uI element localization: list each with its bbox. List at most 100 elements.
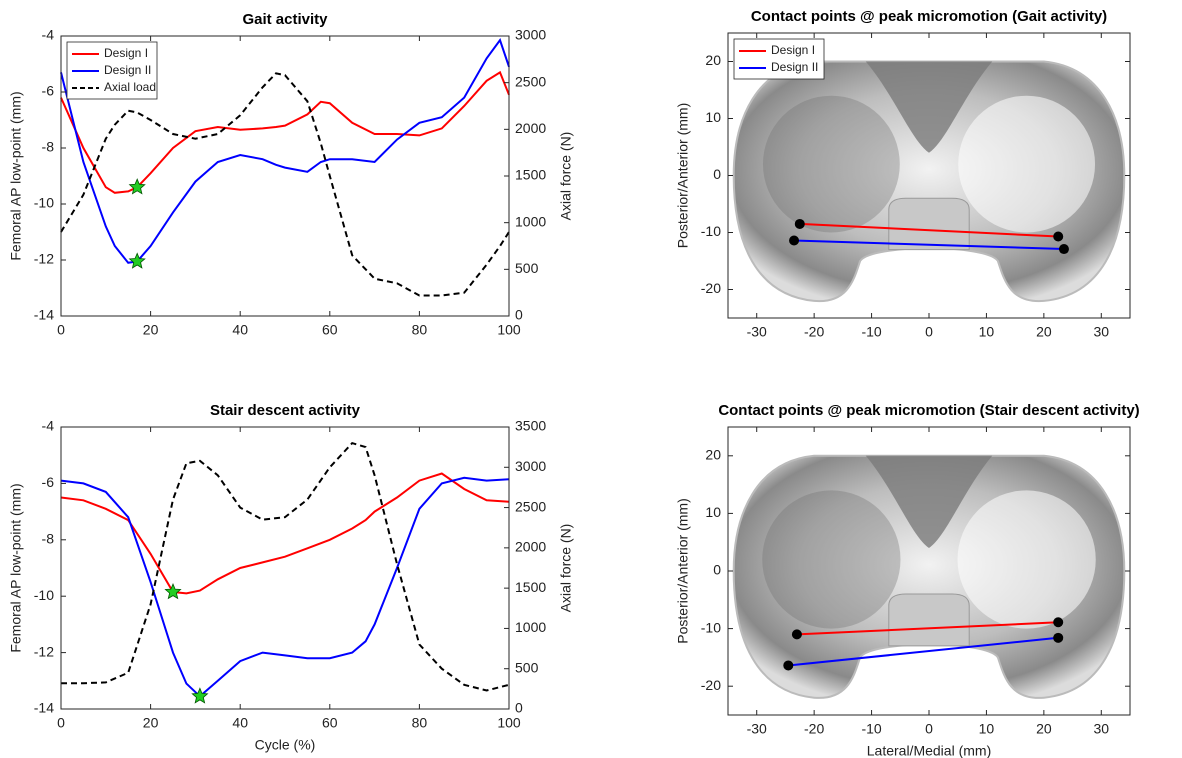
condyle-right bbox=[958, 95, 1096, 233]
y-tick-label: 20 bbox=[705, 52, 721, 68]
y-tick-label: -6 bbox=[42, 83, 55, 99]
legend: Design I Design II Axial load bbox=[66, 41, 158, 100]
y2-tick-label: 500 bbox=[515, 659, 539, 675]
contact-point bbox=[789, 235, 800, 246]
y-tick-label: -12 bbox=[34, 643, 54, 659]
x-tick-label: 10 bbox=[979, 324, 995, 340]
peak-star bbox=[128, 252, 146, 269]
condyle-left bbox=[762, 490, 901, 629]
y-tick-label: 10 bbox=[705, 504, 721, 520]
x-tick-label: 20 bbox=[143, 715, 159, 731]
series-line bbox=[60, 72, 510, 297]
x-tick-label: -20 bbox=[804, 721, 824, 737]
legend: Design I Design II bbox=[733, 38, 825, 80]
x-tick-label: 60 bbox=[322, 715, 338, 731]
x-tick-label: -10 bbox=[861, 721, 881, 737]
y-tick-label: -14 bbox=[34, 700, 54, 716]
condyle-right bbox=[957, 490, 1096, 629]
chart-title: Gait activity bbox=[242, 11, 328, 28]
x-tick-label: 80 bbox=[412, 322, 428, 338]
subplot: 0 20 40 60 80 100 -14 -12 -10 -8 -6 -4 0 500 1000 1500 2… bbox=[8, 402, 574, 753]
y2-tick-label: 1500 bbox=[515, 579, 546, 595]
x-tick-label: -10 bbox=[861, 324, 881, 340]
y-tick-label: -8 bbox=[42, 139, 55, 155]
y-tick-label: -10 bbox=[34, 587, 54, 603]
x-tick-label: 20 bbox=[1036, 721, 1052, 737]
chart-title: Contact points @ peak micromotion (Stair… bbox=[718, 402, 1139, 419]
y-axis-label: Posterior/Anterior (mm) bbox=[675, 498, 691, 643]
tibia-post bbox=[888, 197, 970, 251]
peak-star bbox=[164, 582, 182, 600]
y2-tick-label: 2500 bbox=[515, 498, 546, 514]
y2-tick-label: 1000 bbox=[515, 619, 546, 635]
y2-tick-label: 2000 bbox=[515, 120, 546, 136]
series-line bbox=[796, 621, 1059, 636]
x-axis-label: Lateral/Medial (mm) bbox=[867, 743, 991, 758]
subplot: 0 20 40 60 80 100 -14 -12 -10 -8 -6 -4 0 500 1000 1500 2… bbox=[8, 11, 574, 338]
series-line bbox=[799, 222, 1059, 238]
series-line bbox=[60, 476, 510, 698]
x-tick-label: 30 bbox=[1093, 721, 1109, 737]
x-tick-label: 0 bbox=[925, 324, 933, 340]
subplot: -30 -20 -10 0 10 20 30 -20 -10 0 10 20 Contact point… bbox=[675, 8, 1131, 340]
y-axis-label: Femoral AP low-point (mm) bbox=[8, 483, 24, 652]
x-tick-label: -30 bbox=[747, 324, 767, 340]
contact-point bbox=[1053, 632, 1064, 643]
y2-tick-label: 1500 bbox=[515, 167, 546, 183]
x-tick-label: 40 bbox=[232, 322, 248, 338]
y-tick-label: -10 bbox=[701, 619, 721, 635]
contact-point bbox=[783, 660, 794, 671]
y2-tick-label: 3000 bbox=[515, 27, 546, 43]
legend-label: Design I bbox=[104, 46, 148, 60]
y-tick-label: -4 bbox=[42, 418, 55, 434]
y2-tick-label: 500 bbox=[515, 260, 539, 276]
x-tick-label: 0 bbox=[57, 322, 65, 338]
x-tick-label: 0 bbox=[57, 715, 65, 731]
x-tick-label: 100 bbox=[497, 715, 521, 731]
x-axis-label: Cycle (%) bbox=[255, 737, 316, 753]
legend-box bbox=[733, 38, 825, 80]
x-tick-label: 60 bbox=[322, 322, 338, 338]
y2-tick-label: 2000 bbox=[515, 539, 546, 555]
series-line bbox=[60, 70, 510, 194]
series-line bbox=[788, 636, 1059, 667]
y2-tick-label: 1000 bbox=[515, 213, 546, 229]
y-axis-label: Femoral AP low-point (mm) bbox=[8, 91, 24, 260]
x-tick-label: 100 bbox=[497, 322, 521, 338]
contact-point bbox=[1053, 231, 1064, 242]
contact-point bbox=[1058, 244, 1069, 255]
y2-axis-label: Axial force (N) bbox=[558, 132, 574, 221]
y2-tick-label: 3000 bbox=[515, 458, 546, 474]
y-tick-label: -20 bbox=[701, 280, 721, 296]
tibia-post bbox=[888, 593, 970, 647]
series-line bbox=[60, 472, 510, 595]
x-tick-label: -20 bbox=[804, 324, 824, 340]
y-tick-label: -10 bbox=[34, 195, 54, 211]
y2-tick-label: 3500 bbox=[515, 418, 546, 434]
series-line bbox=[793, 239, 1065, 250]
x-tick-label: 30 bbox=[1093, 324, 1109, 340]
legend-label: Design II bbox=[104, 63, 151, 77]
contact-point bbox=[791, 629, 802, 640]
condyle-left bbox=[762, 95, 900, 233]
x-tick-label: 20 bbox=[143, 322, 159, 338]
series-line bbox=[60, 38, 510, 264]
contact-point bbox=[1053, 617, 1064, 628]
subplot: -30 -20 -10 0 10 20 30 -20 -10 0 10 20 Contact point… bbox=[675, 402, 1140, 758]
plot-area bbox=[61, 427, 509, 709]
x-tick-label: 80 bbox=[412, 715, 428, 731]
y2-tick-label: 0 bbox=[515, 700, 523, 716]
y2-tick-label: 0 bbox=[515, 307, 523, 323]
y2-tick-label: 2500 bbox=[515, 73, 546, 89]
y-tick-label: -8 bbox=[42, 531, 55, 547]
y-tick-label: -6 bbox=[42, 474, 55, 490]
y-tick-label: -12 bbox=[34, 251, 54, 267]
y-axis-label: Posterior/Anterior (mm) bbox=[675, 103, 691, 248]
series-line bbox=[61, 441, 510, 692]
x-tick-label: 20 bbox=[1036, 324, 1052, 340]
y-tick-label: 0 bbox=[713, 166, 721, 182]
y-tick-label: -14 bbox=[34, 307, 54, 323]
x-tick-label: 0 bbox=[925, 721, 933, 737]
